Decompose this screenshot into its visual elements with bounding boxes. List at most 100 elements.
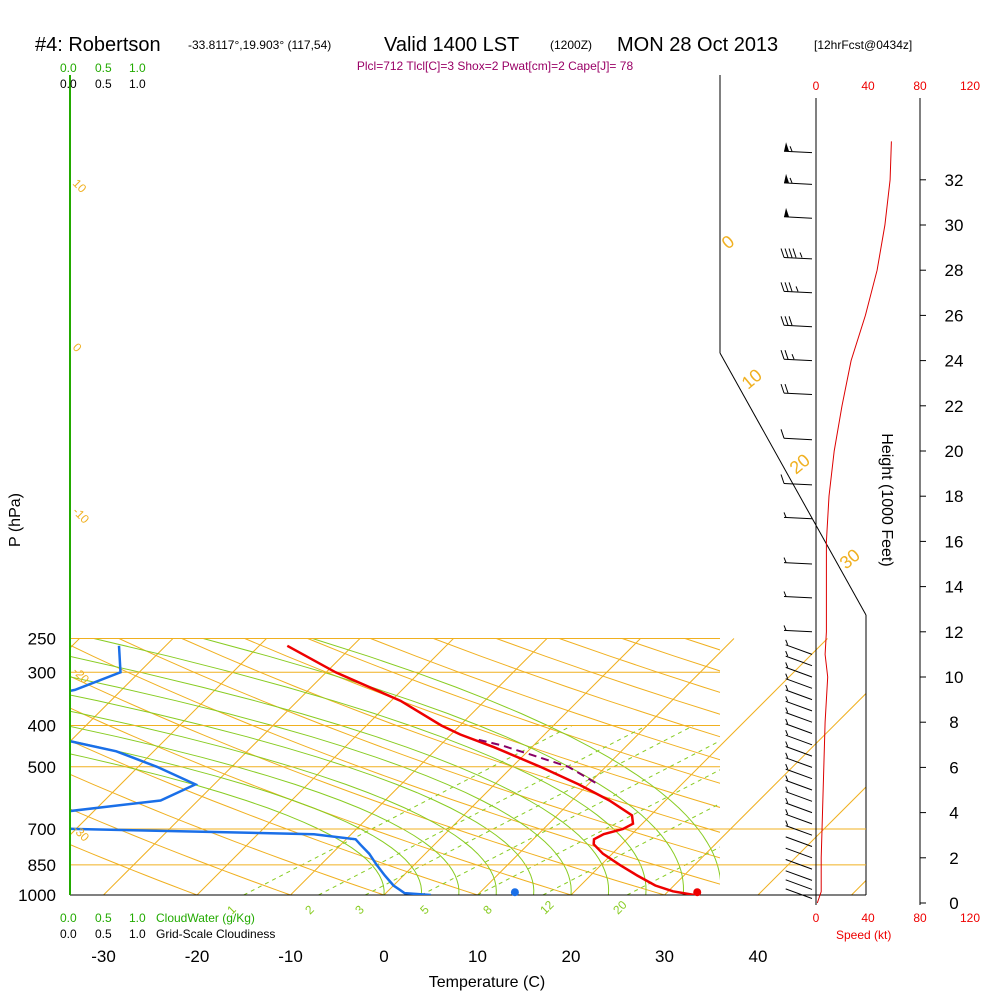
cloudiness-tick-2: 1.0 (129, 77, 146, 91)
height-tick-label: 8 (949, 713, 958, 732)
forecast-run: [12hrFcst@0434z] (814, 38, 912, 52)
surface-temperature-marker (693, 888, 702, 897)
cloud-scale-top: 0.0 0.5 1.0 0.0 0.5 1.0 (60, 61, 146, 91)
cloudiness-tick-2b: 1.0 (129, 927, 146, 941)
wind-barb (783, 512, 813, 520)
pressure-tick-label: 1000 (18, 886, 56, 905)
temperature-profile (286, 644, 695, 895)
wind-barb (785, 662, 813, 678)
dry-adiabat-line (70, 808, 291, 895)
cloudiness-label: Grid-Scale Cloudiness (156, 927, 275, 941)
x-axis-title: Temperature (C) (429, 974, 545, 991)
utc-time: (1200Z) (550, 38, 592, 52)
wind-barb (780, 282, 813, 294)
right-isotherm-line (720, 638, 828, 895)
mixing-ratio-label: 20 (610, 898, 630, 918)
wind-speed-line (816, 141, 892, 904)
wind-barb (783, 557, 813, 565)
right-isotherm-label: 20 (786, 450, 814, 478)
isotherm-line (758, 639, 1000, 895)
temperature-tick-label: 0 (379, 947, 388, 966)
wind-barb (783, 591, 813, 599)
cloudiness-tick-0b: 0.0 (60, 927, 77, 941)
skewed-isotherm-label: -10 (70, 504, 92, 526)
height-tick-label: 0 (949, 894, 958, 913)
height-tick-label: 10 (945, 668, 964, 687)
right-isotherm-line (757, 638, 866, 895)
pressure-tick-label: 850 (28, 856, 56, 875)
speed-tick-top-3: 120 (960, 79, 980, 93)
station-coords: -33.8117°,19.903° (117,54) (188, 38, 331, 52)
wind-barb (783, 142, 813, 154)
parcel-info-line: Plcl=712 Tlcl[C]=3 Shox=2 Pwat[cm]=2 Cap… (357, 59, 634, 73)
wind-barb (785, 741, 813, 757)
cloud-scale-bottom: 0.0 0.5 1.0 CloudWater (g/Kg) 0.0 0.5 1.… (60, 911, 275, 941)
surface-dewpoint-marker (510, 888, 519, 897)
pressure-tick-label: 300 (28, 663, 56, 682)
moist-adiabat-line (203, 638, 685, 895)
wind-barb (783, 207, 813, 219)
mixing-ratio-line (318, 725, 648, 895)
isotherm-line (664, 838, 720, 895)
wind-barb (785, 847, 813, 859)
right-isotherm-line (720, 638, 866, 895)
pressure-lines (70, 75, 867, 896)
temperature-tick-label: -20 (185, 947, 210, 966)
wind-barb (785, 786, 813, 802)
height-tick-label: 16 (945, 532, 964, 551)
moist-adiabat-line (70, 740, 423, 895)
dry-adiabat-line (370, 638, 720, 761)
mixing-ratio-line (365, 725, 694, 895)
cloudwater-tick-0b: 0.0 (60, 911, 77, 925)
wind-barb (785, 673, 813, 689)
wind-barb (780, 316, 813, 328)
wind-barb (783, 173, 813, 185)
moist-adiabat-line (70, 710, 497, 895)
wind-barb (785, 888, 813, 899)
temperature-tick-label: -30 (91, 947, 116, 966)
dry-adiabat-line (244, 638, 720, 808)
wind-barb (785, 707, 813, 723)
dry-adiabat-line (433, 638, 720, 738)
wind-barb (785, 763, 813, 780)
height-tick-label: 18 (945, 487, 964, 506)
speed-axis-label: Speed (kt) (836, 928, 891, 942)
cloudwater-tick-2b: 1.0 (129, 911, 146, 925)
wind-barb (780, 350, 813, 362)
pressure-tick-label: 500 (28, 758, 56, 777)
temperature-tick-label: 20 (562, 947, 581, 966)
height-tick-label: 22 (945, 397, 964, 416)
forecast-date: MON 28 Oct 2013 (617, 34, 778, 56)
y-axis-title: P (hPa) (7, 493, 24, 547)
wind-barb (785, 809, 813, 825)
dewpoint-profile (70, 645, 431, 895)
wind-barb (785, 859, 813, 870)
dry-adiabat-line (70, 773, 385, 895)
moist-adiabat-line (70, 676, 572, 895)
height-tick-label: 20 (945, 442, 964, 461)
temperature-tick-label: 30 (655, 947, 674, 966)
height-tick-label: 6 (949, 758, 958, 777)
mixing-ratio-label: 12 (537, 898, 557, 918)
mixing-ratio-line (626, 846, 720, 895)
height-tick-label: 24 (945, 352, 964, 371)
dry-adiabat-line (181, 638, 720, 833)
temperature-tick-label: 40 (749, 947, 768, 966)
cloudwater-tick-2: 1.0 (129, 61, 146, 75)
mixing-ratio-label: 8 (480, 902, 495, 917)
right-isotherm-grid (720, 638, 866, 895)
wind-barb (783, 625, 813, 633)
wind-speed-curve (816, 141, 892, 904)
dry-adiabat-line (70, 844, 198, 895)
mixing-ratio-grid (70, 638, 720, 895)
pressure-tick-label: 700 (28, 820, 56, 839)
speed-tick-bot-3: 120 (960, 911, 980, 925)
mixing-ratio-line (421, 740, 720, 895)
mixing-ratio-line (542, 803, 720, 895)
dry-adiabat-line (118, 638, 720, 859)
dry-adiabat-line (70, 740, 478, 895)
right-isotherm-label: 10 (738, 365, 766, 393)
